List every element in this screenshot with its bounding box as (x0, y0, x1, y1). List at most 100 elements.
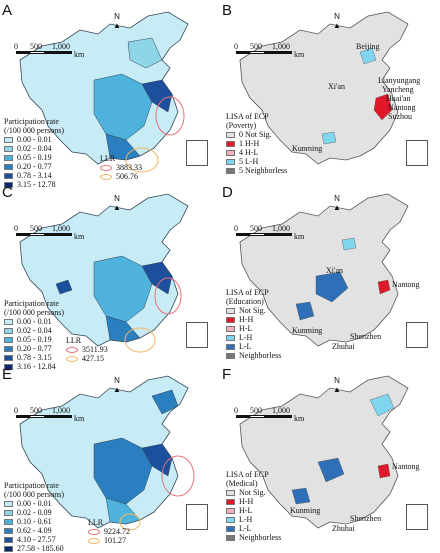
llr-legend: LLR 3883.33 506.76 (100, 154, 142, 181)
legend-item: 0.00 - 0.01 (4, 499, 64, 508)
legend-item: 4.10 - 27.57 (4, 535, 64, 544)
panel-label: F (222, 366, 232, 383)
llr-item: 3511.93 (66, 345, 108, 354)
legend-item: Not Sig. (226, 306, 281, 315)
north-arrow-icon: ▲ (113, 21, 121, 30)
llr-legend: LLR 3511.93 427.15 (66, 336, 108, 363)
lh-cluster-north (359, 47, 377, 65)
panel-label: D (222, 184, 233, 201)
legend-subtitle: (/100 000 persons) (4, 126, 64, 135)
scale-mid: 500 (250, 224, 262, 233)
scale-zero: 0 (234, 42, 238, 51)
legend-item: 0.10 - 0.61 (4, 517, 64, 526)
legend-title: Participation rate (4, 481, 59, 490)
scale-mid: 500 (250, 42, 262, 51)
region-central (93, 437, 153, 505)
north-arrow: N ▲ (110, 194, 124, 212)
city-label: Shenzhen (350, 332, 382, 341)
city-label: Zhuhai (332, 524, 355, 533)
hh-cluster (377, 463, 391, 479)
lh-cluster-south (321, 131, 337, 145)
scale-unit: km (294, 232, 305, 241)
legend-item: 0.00 - 0.01 (4, 135, 64, 144)
scale-bar: 0 500 1,000 km (234, 224, 314, 241)
scale-zero: 0 (14, 224, 18, 233)
region-south (105, 497, 141, 525)
panel-b: B N ▲ 0 500 1,000 km Beijing Lianyungang… (222, 2, 438, 182)
north-arrow-icon: ▲ (113, 203, 121, 212)
map-c (19, 193, 189, 353)
north-arrow: N ▲ (110, 376, 124, 394)
legend-item: 0.20 - 0.77 (4, 344, 64, 353)
legend-item: 0.20 - 0.77 (4, 162, 64, 171)
legend: LISA of ECP (Poverty) 0 Not Sig. 1 H-H 4… (226, 112, 287, 175)
scale-bar: 0 500 1,000 km (14, 406, 94, 423)
panel-c: C N ▲ 0 500 1,000 km Participation rate … (2, 184, 218, 371)
legend-item: 5 Neighborless (226, 166, 287, 175)
inset-map (186, 322, 208, 348)
legend-subtitle: (Medical) (226, 479, 258, 488)
north-label: N (114, 376, 120, 385)
north-arrow: N ▲ (330, 194, 344, 212)
inset-map (186, 504, 208, 530)
legend-subtitle: (Education) (226, 297, 264, 306)
region-central (93, 73, 153, 141)
city-label: Nantong (392, 462, 420, 471)
scale-unit: km (74, 232, 85, 241)
north-arrow-icon: ▲ (333, 21, 341, 30)
scale-mid: 500 (250, 406, 262, 415)
llr-title: LLR (88, 518, 104, 527)
legend-item: 27.58 - 185.60 (4, 544, 64, 553)
legend-item: 0 Not Sig. (226, 130, 287, 139)
ll-cluster-southwest (295, 301, 315, 321)
scale-unit: km (294, 50, 305, 59)
legend: LISA of ECP (Medical) Not Sig. H-H H-L L… (226, 470, 281, 542)
panel-e: E N ▲ 0 500 1,000 km Participation rate … (2, 366, 218, 553)
china-outline (239, 375, 409, 529)
legend-item: Neighborless (226, 351, 281, 360)
scale-zero: 0 (234, 406, 238, 415)
llr-item: 101.27 (88, 536, 130, 545)
scale-end: 1,000 (52, 224, 70, 233)
map-a (19, 11, 189, 173)
legend-item: L-L (226, 524, 281, 533)
scale-end: 1,000 (272, 406, 290, 415)
legend-item: 0.05 - 0.19 (4, 335, 64, 344)
inset-map (406, 504, 428, 530)
north-arrow-icon: ▲ (333, 203, 341, 212)
scale-bar-graphic (16, 51, 72, 54)
legend-item: 0.05 - 0.19 (4, 153, 64, 162)
legend-item: H-L (226, 324, 281, 333)
region-east (141, 261, 173, 295)
region-south (105, 133, 141, 161)
panel-label: B (222, 2, 233, 19)
legend-subtitle: (/100 000 persons) (4, 308, 64, 317)
city-label: Lianyungang (378, 76, 421, 85)
legend-item: L-L (226, 342, 281, 351)
scale-bar-graphic (16, 233, 72, 236)
ll-cluster-central (317, 457, 345, 483)
llr-cluster-small (125, 147, 159, 173)
scale-bar-graphic (236, 415, 292, 418)
legend-item: 0.02 - 0.04 (4, 326, 64, 335)
north-label: N (334, 12, 340, 21)
scale-zero: 0 (14, 42, 18, 51)
map-b (239, 11, 409, 165)
north-arrow: N ▲ (330, 376, 344, 394)
llr-item: 506.76 (100, 172, 142, 181)
city-label: Xi'an (328, 82, 345, 91)
scale-bar: 0 500 1,000 km (234, 406, 314, 423)
city-label: Huai'an (386, 94, 411, 103)
city-label: Shenzhen (350, 514, 382, 523)
city-label: Kunming (292, 144, 323, 153)
legend-item: 5 L-H (226, 157, 287, 166)
scale-bar: 0 500 1,000 km (234, 42, 314, 59)
scale-bar: 0 500 1,000 km (14, 42, 94, 59)
region-east (141, 79, 173, 113)
legend-subtitle: (/100 000 persons) (4, 490, 64, 499)
region-east (141, 443, 173, 477)
panel-label: E (2, 366, 13, 383)
legend-item: 0.02 - 0.04 (4, 144, 64, 153)
city-label: Zhuhai (332, 342, 355, 351)
north-label: N (114, 194, 120, 203)
